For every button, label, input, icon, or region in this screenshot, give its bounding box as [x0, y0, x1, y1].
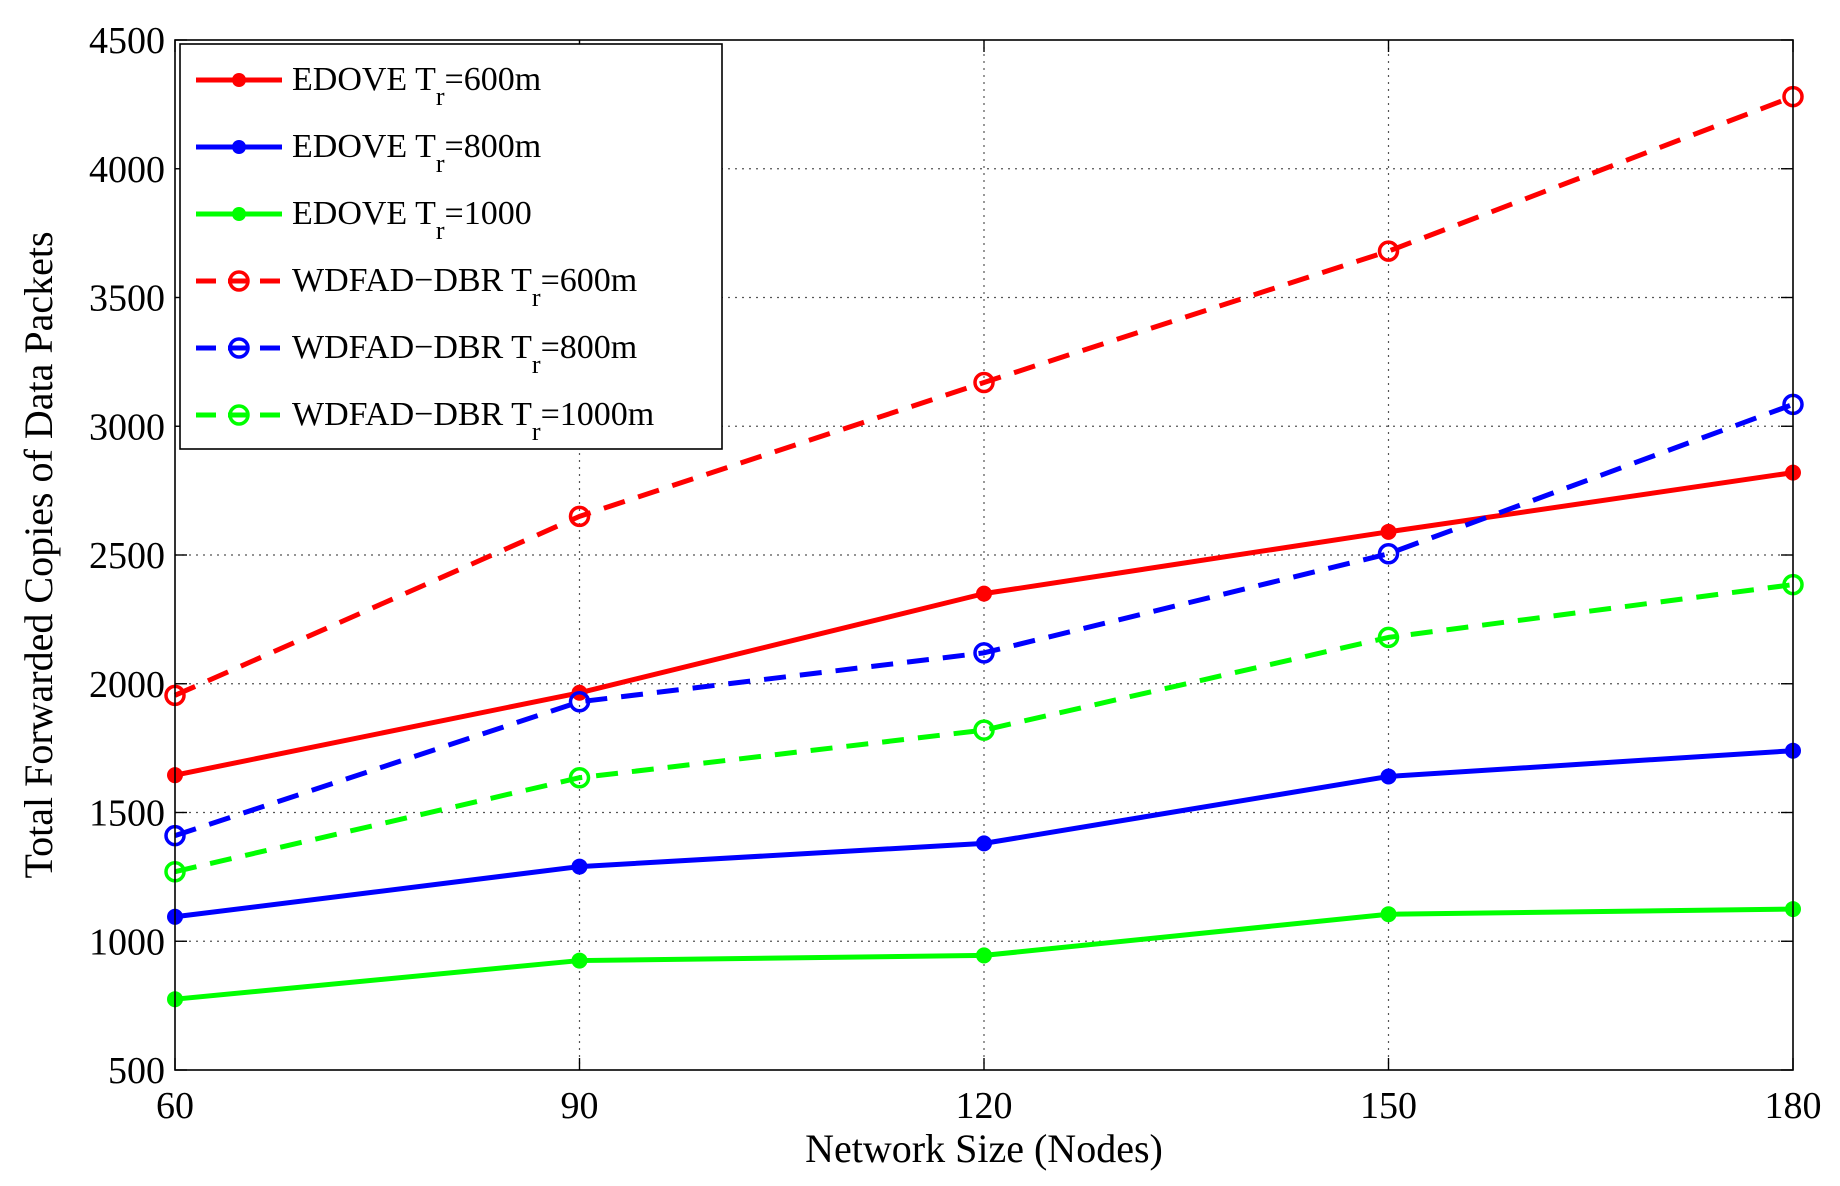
- legend-label-tail: =600m: [541, 262, 638, 299]
- legend-box: [179, 43, 723, 450]
- legend-label-tail: =1000m: [541, 396, 655, 433]
- x-tick-label: 90: [561, 1085, 599, 1127]
- legend-label-tail: =800m: [445, 128, 542, 165]
- series-line: [174, 402, 1794, 839]
- legend-label-subscript: r: [532, 283, 541, 312]
- legend-label-main: WDFAD−DBR T: [292, 329, 532, 366]
- legend-swatch-marker: [232, 73, 246, 87]
- legend-label: EDOVE Tr=1000: [292, 195, 532, 245]
- data-point: [976, 835, 992, 852]
- series-1: [167, 464, 1801, 784]
- y-tick-label: 1500: [89, 793, 165, 835]
- legend-label-subscript: r: [532, 417, 541, 446]
- y-tick-label: 3500: [89, 278, 165, 320]
- legend-swatch-marker: [232, 140, 246, 154]
- data-point: [1377, 542, 1400, 565]
- data-point: [973, 719, 995, 741]
- data-point: [976, 947, 992, 964]
- data-point: [1380, 906, 1397, 923]
- legend-label: WDFAD−DBR Tr=600m: [292, 262, 637, 312]
- y-tick-label: 3000: [89, 406, 165, 448]
- axis-ticks: 60 90 120 150 180 500 1000 1500 2000 2500 3000 3500…: [89, 20, 1822, 1127]
- series-line: [174, 582, 1794, 875]
- legend-label: EDOVE Tr=600m: [292, 61, 541, 111]
- x-axis-label: Network Size (Nodes): [805, 1126, 1163, 1171]
- legend-label-tail: =800m: [541, 329, 638, 366]
- data-point: [1380, 768, 1397, 785]
- legend-label-subscript: r: [436, 149, 445, 178]
- legend-item: EDOVE Tr=1000: [196, 195, 532, 245]
- legend-item: EDOVE Tr=600m: [196, 61, 541, 111]
- data-point: [571, 952, 588, 969]
- data-point: [1380, 523, 1397, 540]
- data-point: [1377, 240, 1400, 262]
- legend-swatch-marker: [228, 337, 250, 359]
- legend-label-subscript: r: [532, 350, 541, 379]
- data-point: [976, 585, 992, 602]
- data-point: [571, 858, 588, 875]
- data-point: [1377, 626, 1400, 649]
- legend-label-main: WDFAD−DBR T: [292, 262, 532, 299]
- legend-item: WDFAD−DBR Tr=1000m: [196, 396, 654, 446]
- y-tick-label: 4500: [89, 20, 165, 62]
- legend-label: WDFAD−DBR Tr=800m: [292, 329, 637, 379]
- legend-label-subscript: r: [436, 216, 445, 245]
- data-point: [973, 642, 995, 664]
- y-tick-label: 1000: [89, 921, 165, 963]
- legend-label-main: EDOVE T: [292, 128, 436, 165]
- x-tick-label: 180: [1765, 1085, 1822, 1127]
- data-point: [568, 505, 591, 528]
- data-point: [568, 766, 591, 789]
- legend-item: EDOVE Tr=800m: [196, 128, 541, 178]
- x-tick-label: 150: [1360, 1085, 1417, 1127]
- legend-label-tail: =1000: [445, 195, 532, 232]
- legend-label-main: WDFAD−DBR T: [292, 396, 532, 433]
- legend-item: WDFAD−DBR Tr=600m: [196, 262, 637, 312]
- legend-swatch-marker: [228, 404, 250, 426]
- legend-swatch-marker: [232, 207, 246, 221]
- legend-swatch-marker: [228, 270, 250, 292]
- legend-item: WDFAD−DBR Tr=800m: [196, 329, 637, 379]
- series-line: [173, 94, 1794, 698]
- y-tick-label: 500: [108, 1050, 165, 1092]
- y-tick-label: 2500: [89, 535, 165, 577]
- y-tick-label: 2000: [89, 664, 165, 706]
- legend-label-subscript: r: [436, 82, 445, 111]
- data-point: [973, 371, 995, 394]
- legend-label: EDOVE Tr=800m: [292, 128, 541, 178]
- x-tick-label: 60: [156, 1085, 194, 1127]
- x-tick-label: 120: [956, 1085, 1013, 1127]
- legend-label-main: EDOVE T: [292, 61, 436, 98]
- legend-label-main: EDOVE T: [292, 195, 436, 232]
- legend-label: WDFAD−DBR Tr=1000m: [292, 396, 654, 446]
- data-point: [568, 691, 591, 713]
- y-axis-label: Total Forwarded Copies of Data Packets: [16, 231, 61, 878]
- legend-label-tail: =600m: [445, 61, 542, 98]
- y-tick-label: 4000: [89, 149, 165, 191]
